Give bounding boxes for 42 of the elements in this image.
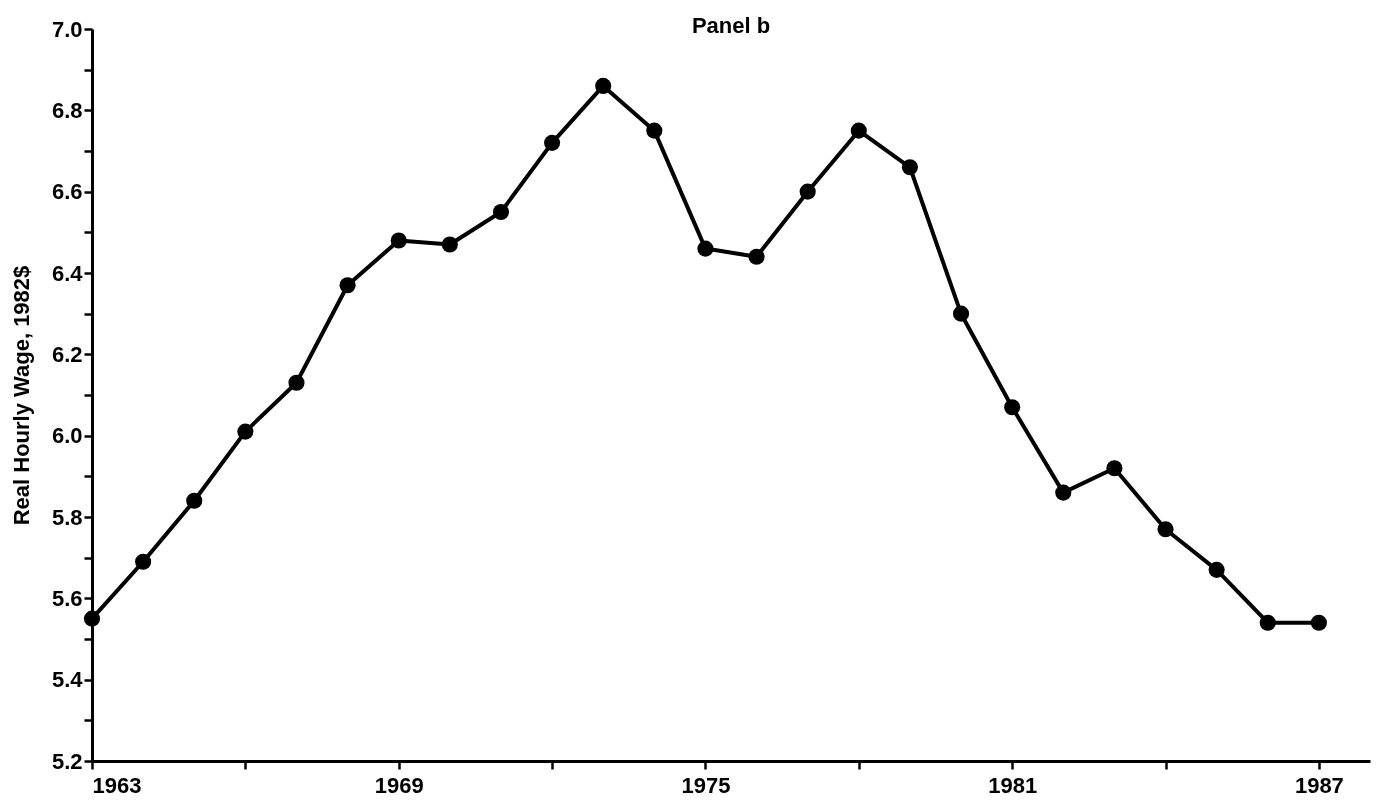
- point: [135, 553, 152, 570]
- y-tick-label: 6.4: [51, 260, 84, 286]
- point: [237, 423, 254, 440]
- point: [1259, 614, 1276, 631]
- y-tick-label: 5.8: [51, 504, 83, 530]
- y-tick-label: 5.2: [51, 748, 83, 774]
- y-tick-label: 5.6: [51, 585, 83, 611]
- y-tick-label: 6.0: [51, 423, 83, 449]
- y-tick-label: 6.2: [51, 341, 83, 367]
- point: [339, 277, 356, 294]
- point: [952, 305, 970, 322]
- point: [646, 122, 663, 139]
- point: [1055, 484, 1072, 501]
- x-tick-label: 1981: [988, 772, 1038, 798]
- point: [595, 77, 612, 94]
- point: [83, 610, 101, 627]
- point: [850, 122, 867, 139]
- point: [1157, 521, 1174, 538]
- point: [1208, 561, 1225, 578]
- point: [492, 203, 510, 221]
- point: [441, 236, 458, 253]
- point: [1106, 460, 1123, 477]
- point: [288, 374, 305, 391]
- y-axis-title: Real Hourly Wage, 1982$: [8, 265, 34, 526]
- y-tick-label: 6.8: [51, 97, 83, 123]
- point: [1004, 399, 1021, 416]
- point: [186, 492, 203, 509]
- x-tick-label: 1987: [1294, 772, 1344, 798]
- y-tick-label: 6.6: [51, 179, 83, 205]
- point: [390, 232, 407, 249]
- y-tick-label: 7.0: [51, 16, 83, 42]
- point: [697, 240, 714, 257]
- x-tick-label: 1969: [374, 772, 424, 798]
- point: [748, 248, 765, 265]
- point: [799, 183, 816, 200]
- point: [1310, 614, 1327, 631]
- chart-title: Panel b: [691, 13, 771, 38]
- point: [901, 159, 918, 176]
- x-tick-label: 1975: [681, 772, 731, 798]
- x-tick-label: 1963: [92, 772, 142, 798]
- point: [544, 134, 561, 151]
- y-tick-label: 5.4: [51, 667, 84, 693]
